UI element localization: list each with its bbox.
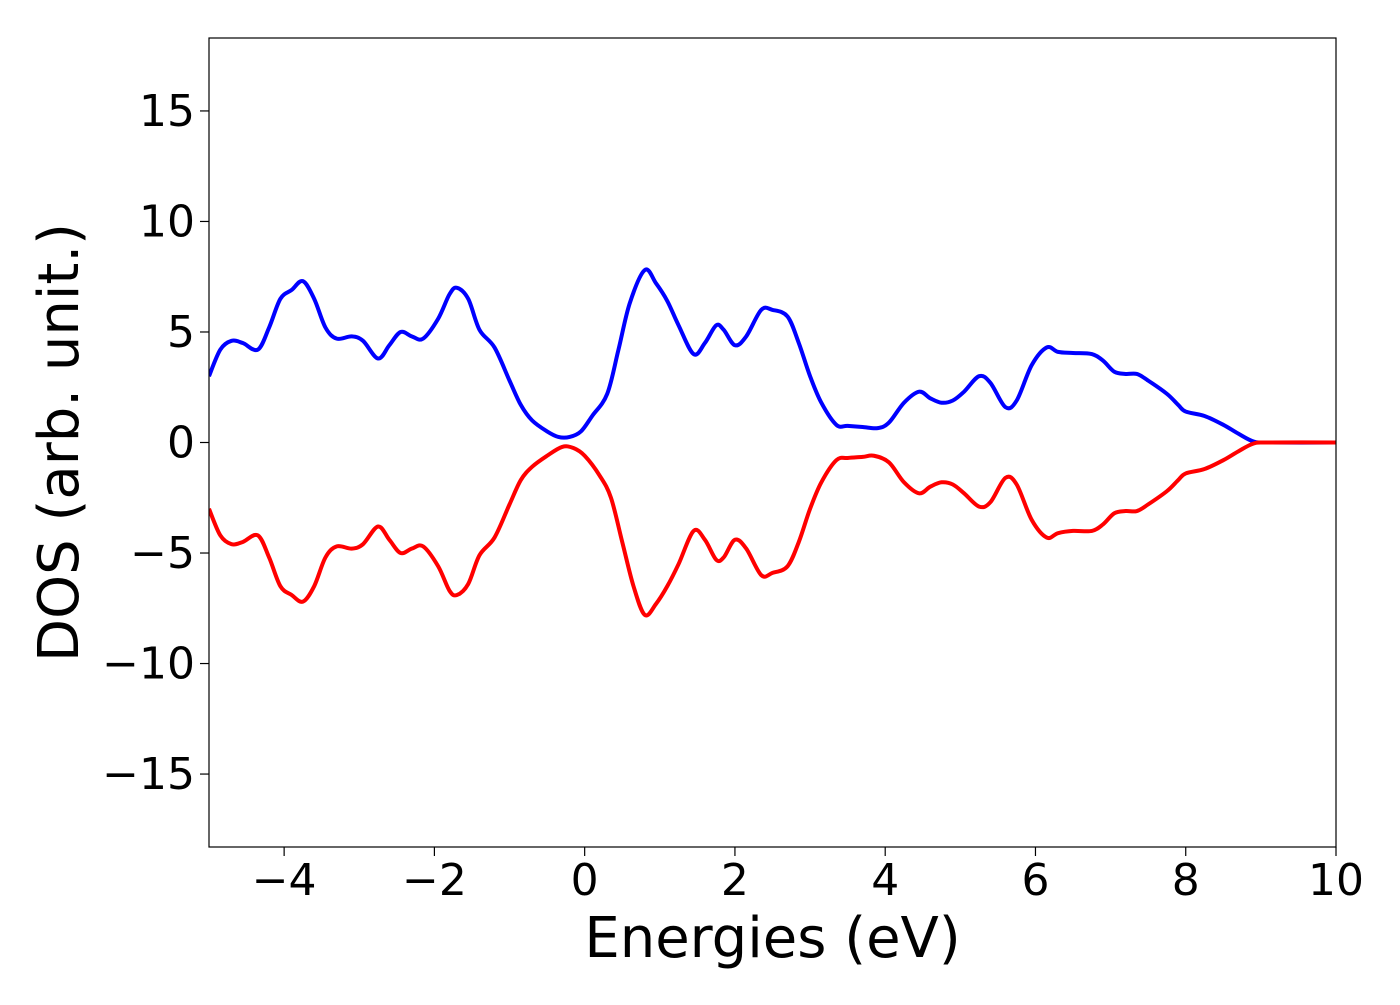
y-axis-label: DOS (arb. unit.) (27, 223, 92, 662)
x-tick-label: −4 (252, 855, 317, 906)
series-layer (209, 267, 1336, 618)
x-tick-label: 2 (721, 855, 749, 906)
y-tick-label: −15 (102, 749, 195, 800)
y-tick-label: 5 (167, 307, 195, 358)
x-tick-label: 8 (1172, 855, 1200, 906)
x-tick-label: −2 (402, 855, 467, 906)
x-tick-label: 6 (1021, 855, 1049, 906)
x-axis-label: Energies (eV) (584, 906, 960, 971)
y-tick-label: −5 (130, 528, 195, 579)
y-tick-label: 15 (139, 86, 195, 137)
x-tick-label: 0 (571, 855, 599, 906)
y-tick-label: 10 (139, 196, 195, 247)
y-axis-ticks: −15 −10 −5 0 5 10 15 (102, 86, 209, 800)
y-tick-label: 0 (167, 418, 195, 469)
plot-frame (208, 37, 1337, 848)
dos-line-lower (209, 440, 1336, 618)
x-tick-label: 4 (871, 855, 899, 906)
x-tick-label: 10 (1308, 855, 1364, 906)
y-tick-label: −10 (102, 639, 195, 690)
dos-line-upper (209, 267, 1336, 445)
x-axis-ticks: −4 −2 0 2 4 6 8 10 (252, 847, 1364, 906)
